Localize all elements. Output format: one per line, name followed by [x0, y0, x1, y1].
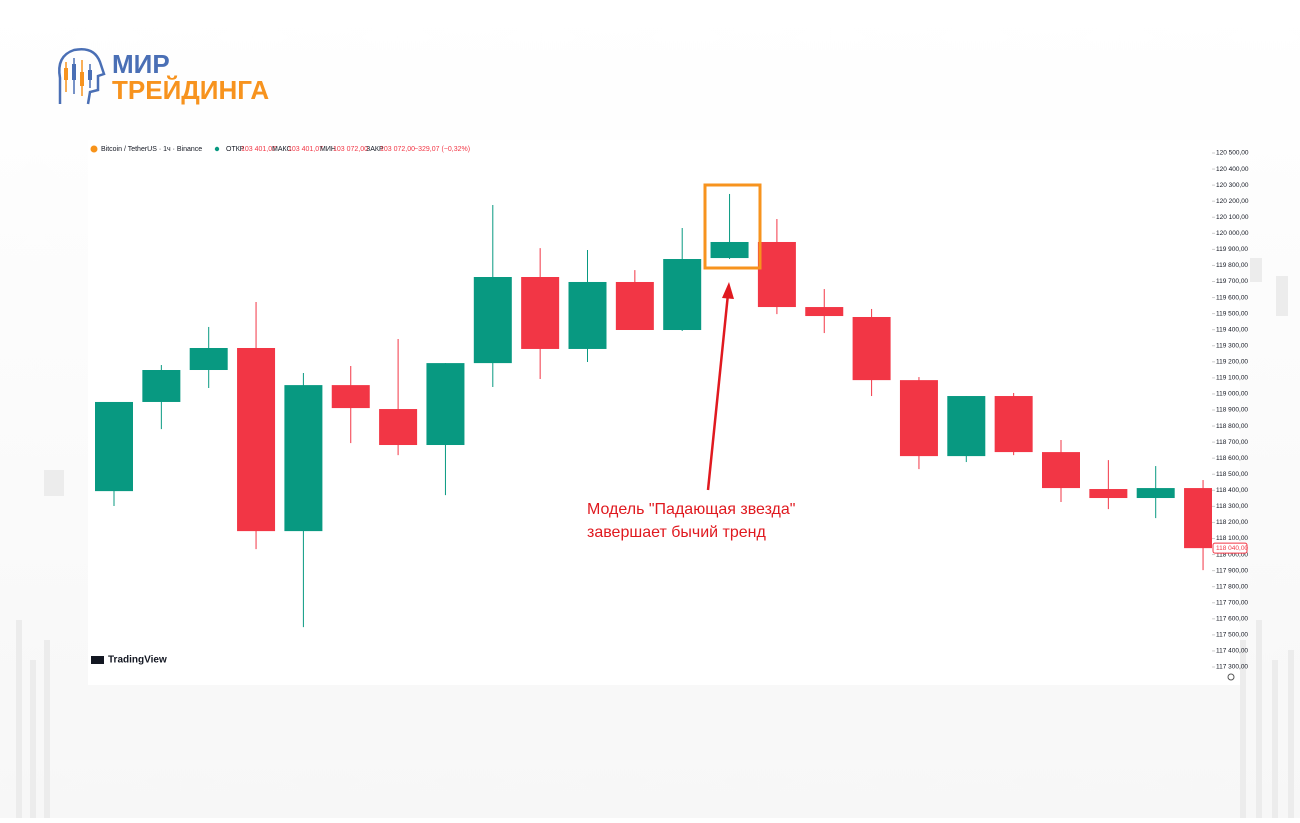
logo-line1: МИР [112, 49, 170, 79]
candle-body [473, 277, 512, 364]
y-tick-label: 118 900,00 [1216, 407, 1248, 414]
y-tick-label: 119 900,00 [1216, 246, 1248, 253]
candle-body [994, 396, 1033, 453]
candle-body [615, 281, 654, 331]
y-tick-label: 118 200,00 [1216, 519, 1248, 526]
y-tick-label: 117 500,00 [1216, 632, 1248, 639]
chart-panel [88, 140, 1240, 685]
y-tick-label: 119 000,00 [1216, 391, 1248, 398]
logo-line2: ТРЕЙДИНГА [112, 75, 269, 105]
y-tick-label: 119 300,00 [1216, 342, 1248, 349]
candle-body [1184, 488, 1212, 549]
open-label: ОТКР [226, 146, 245, 153]
annotation-line: Модель "Падающая звезда" [587, 501, 795, 518]
y-tick-label: 120 200,00 [1216, 198, 1249, 205]
candle-body [331, 385, 370, 409]
candle-body [1042, 452, 1080, 489]
y-tick-label: 119 600,00 [1216, 294, 1248, 301]
y-tick-label: 119 200,00 [1216, 359, 1248, 366]
candle-body [757, 241, 796, 308]
chart-header: Bitcoin / TetherUS · 1ч · Binance ОТКР 1… [90, 145, 470, 153]
high-label: МАКС [272, 146, 292, 153]
y-tick-label: 117 400,00 [1216, 648, 1248, 655]
change-value: −329,07 (−0,32%) [414, 146, 470, 153]
arrow-head [722, 282, 734, 299]
y-tick-label: 119 500,00 [1216, 310, 1248, 317]
plot [95, 193, 1212, 628]
brand: TradingView [108, 655, 167, 666]
arrow-line [706, 293, 730, 491]
candle-body [379, 409, 418, 446]
y-tick-label: 119 400,00 [1216, 326, 1248, 333]
y-tick-label: 120 500,00 [1216, 150, 1249, 157]
axes: 117 300,00 117 400,00 117 500,00 117 600,00… [1212, 150, 1249, 671]
y-tick-label: 118 600,00 [1216, 455, 1248, 462]
annotation-line: завершает бычий тренд [587, 524, 767, 541]
y-tick-label: 118 400,00 [1216, 487, 1248, 494]
candle-body [710, 241, 749, 259]
candle-body [1089, 489, 1128, 499]
logo: МИР ТРЕЙДИНГА [58, 48, 269, 105]
candle-body [568, 281, 607, 349]
candle-body [663, 259, 702, 331]
candle-body [1136, 488, 1175, 499]
candle-body [426, 363, 465, 446]
last-price-box [1212, 542, 1248, 554]
candle-body [899, 380, 938, 457]
candle-body [284, 385, 323, 532]
low-label: МИН [320, 146, 336, 153]
status-dot [214, 146, 220, 152]
high-value: 103 401,07 [288, 146, 323, 153]
close-value: 103 072,00 [380, 146, 415, 153]
y-tick-label: 120 400,00 [1216, 166, 1249, 173]
y-tick-label: 118 800,00 [1216, 423, 1248, 430]
y-tick-label: 117 300,00 [1216, 664, 1248, 671]
y-tick-label: 117 900,00 [1216, 567, 1248, 574]
y-tick-label: 119 700,00 [1216, 278, 1248, 285]
settings-icon[interactable] [1227, 673, 1235, 681]
candle-body [142, 370, 181, 402]
candle-body [189, 347, 228, 371]
low-value: 103 072,00 [333, 146, 368, 153]
y-tick-label: 118 100,00 [1216, 535, 1248, 542]
symbol: Bitcoin / TetherUS · 1ч · Binance [101, 146, 202, 153]
y-tick-label: 118 000,00 [1216, 551, 1248, 558]
candle-body [947, 396, 986, 457]
candle-body [95, 401, 133, 492]
open-value: 103 401,07 [241, 146, 276, 153]
y-tick-label: 118 300,00 [1216, 503, 1248, 510]
y-tick-label: 117 800,00 [1216, 583, 1248, 590]
y-tick-label: 120 000,00 [1216, 230, 1249, 237]
y-tick-label: 120 300,00 [1216, 182, 1249, 189]
y-tick-label: 118 700,00 [1216, 439, 1248, 446]
y-tick-label: 117 600,00 [1216, 616, 1248, 623]
y-tick-label: 119 800,00 [1216, 262, 1248, 269]
y-tick-label: 118 500,00 [1216, 471, 1248, 478]
candle-body [521, 277, 560, 349]
symbol-icon [90, 145, 98, 153]
candle-body [237, 347, 276, 532]
y-tick-label: 120 100,00 [1216, 214, 1249, 221]
y-tick-label: 119 100,00 [1216, 375, 1248, 382]
highlight-box [703, 183, 762, 270]
close-label: ЗАКР [366, 146, 384, 153]
y-tick-label: 117 700,00 [1216, 599, 1248, 606]
candle-body [852, 316, 891, 381]
background-decor [16, 258, 1294, 818]
brand-icon [91, 656, 104, 664]
last-price-label: 118 040,00 [1216, 545, 1248, 552]
candle-body [805, 307, 844, 317]
